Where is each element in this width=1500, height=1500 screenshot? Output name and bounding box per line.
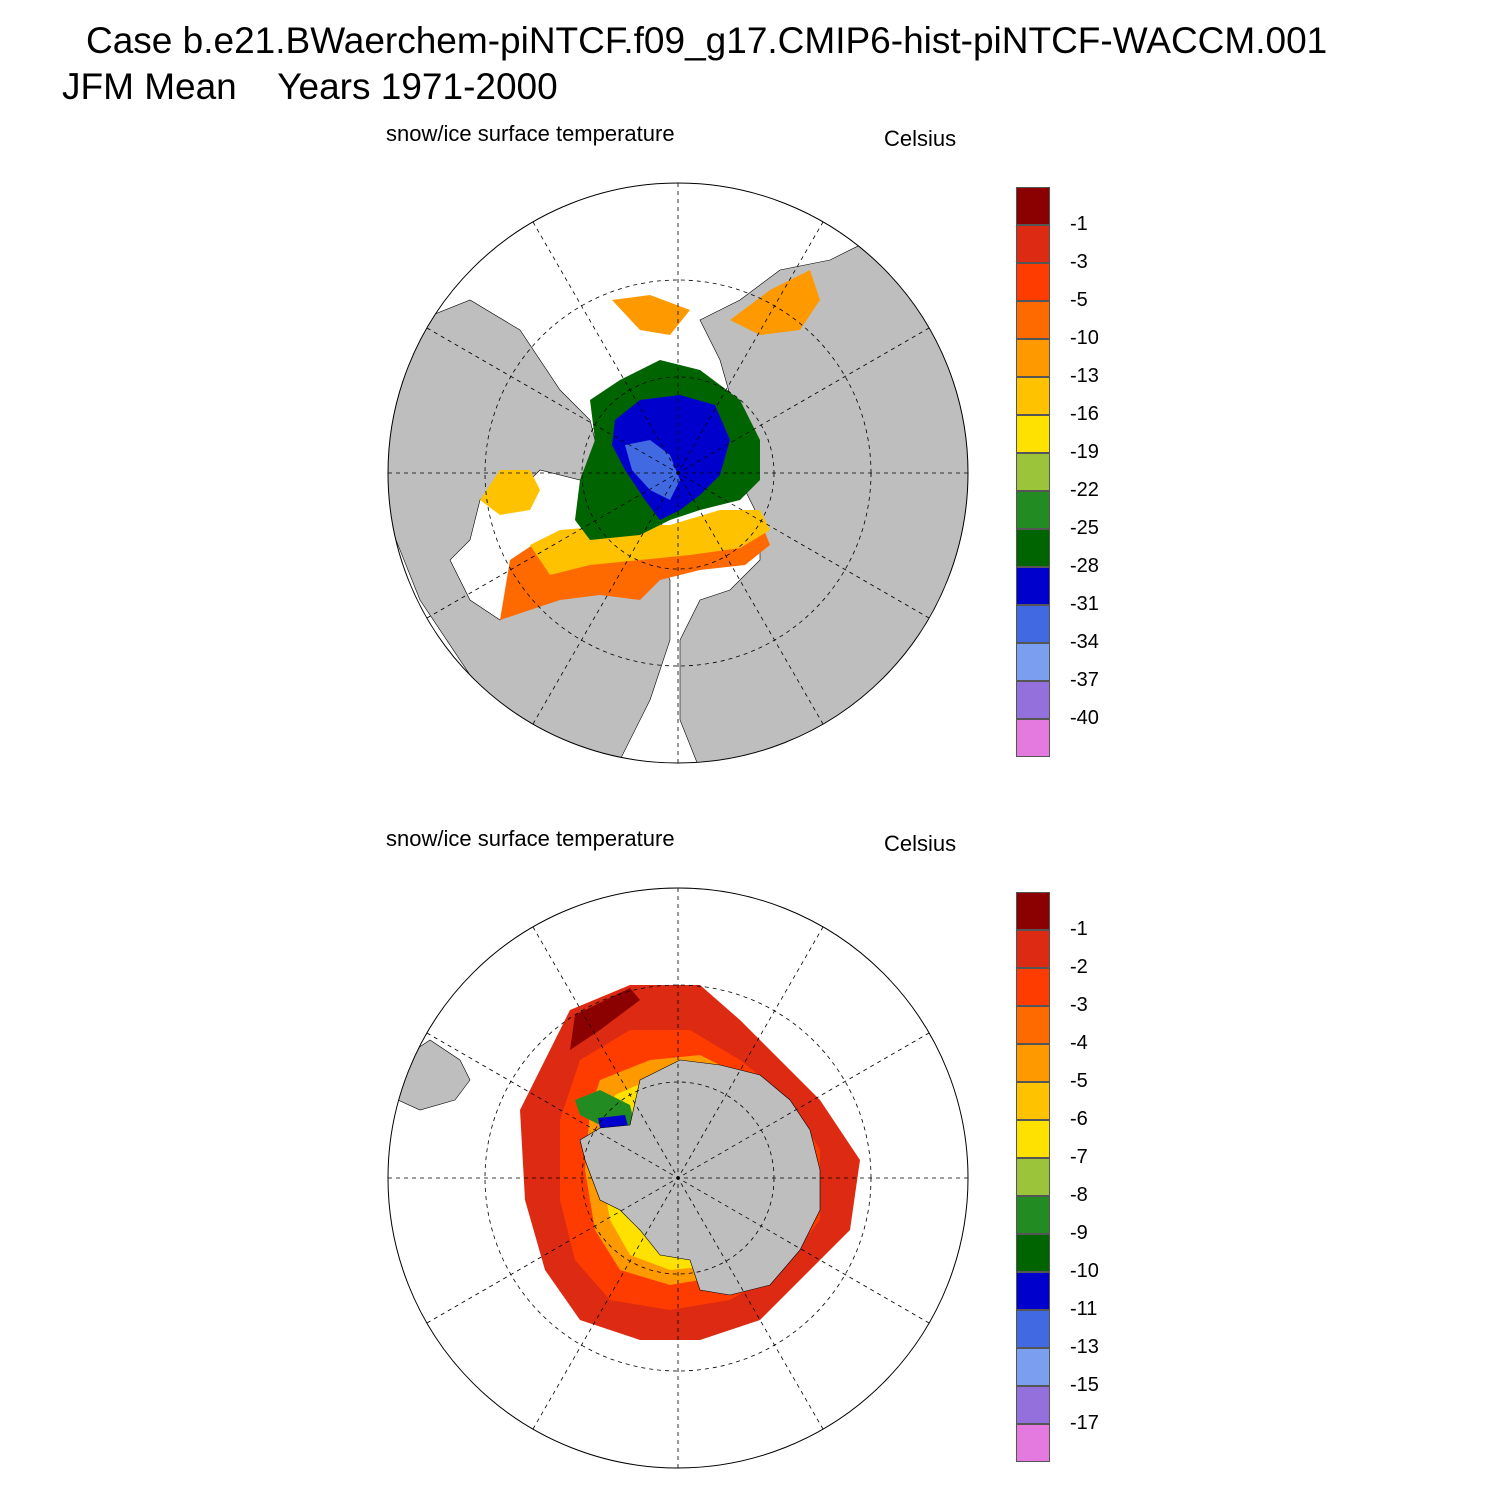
north-colorbar-tick-label: -1 (1070, 213, 1088, 235)
north-colorbar-swatch (1016, 491, 1050, 529)
north-colorbar-swatch (1016, 339, 1050, 377)
north-colorbar-swatch (1016, 377, 1050, 415)
north-land-americas (388, 299, 671, 761)
north-colorbar-swatch (1016, 187, 1050, 225)
north-map-border (387, 182, 969, 764)
south-colorbar-tick-label: -13 (1070, 1336, 1099, 1358)
south-polar-map (387, 887, 969, 1469)
south-colorbar-tick-label: -17 (1070, 1412, 1099, 1434)
north-colorbar-tick-label: -10 (1070, 327, 1099, 349)
north-colorbar-swatch (1016, 453, 1050, 491)
north-colorbar-swatch (1016, 263, 1050, 301)
south-colorbar-swatch (1016, 1082, 1050, 1120)
south-colorbar-swatch (1016, 1044, 1050, 1082)
north-colorbar-tick-label: -37 (1070, 669, 1099, 691)
south-colorbar-tick-label: -5 (1070, 1070, 1088, 1092)
north-panel-label: snow/ice surface temperature (386, 121, 675, 146)
south-graticule (388, 888, 968, 1468)
south-map-border (387, 887, 969, 1469)
season-label: JFM Mean (62, 66, 237, 107)
north-ice-hudson (480, 470, 540, 515)
north-colorbar-swatch (1016, 529, 1050, 567)
north-polar-map (387, 182, 969, 764)
south-colorbar-swatch (1016, 892, 1050, 930)
north-ice-coldest (625, 440, 680, 500)
north-colorbar-tick-label: -13 (1070, 365, 1099, 387)
north-colorbar-swatch (1016, 643, 1050, 681)
north-graticule (388, 183, 968, 763)
south-colorbar-swatch (1016, 1272, 1050, 1310)
south-colorbar-swatch (1016, 1310, 1050, 1348)
north-colorbar-swatch (1016, 415, 1050, 453)
south-colorbar-tick-label: -10 (1070, 1260, 1099, 1282)
south-ice-dark-edge (570, 988, 640, 1050)
north-colorbar-tick-label: -22 (1070, 479, 1099, 501)
north-colorbar-tick-label: -16 (1070, 403, 1099, 425)
south-colorbar-swatch (1016, 1196, 1050, 1234)
south-colorbar-swatch (1016, 1158, 1050, 1196)
north-ice-mid-band (530, 510, 770, 575)
south-colorbar-swatch (1016, 1386, 1050, 1424)
south-colorbar-tick-label: -9 (1070, 1222, 1088, 1244)
south-panel-label: snow/ice surface temperature (386, 826, 675, 851)
north-colorbar-swatch (1016, 681, 1050, 719)
south-colorbar-swatch (1016, 968, 1050, 1006)
north-colorbar-tick-label: -40 (1070, 707, 1099, 729)
south-colorbar-swatch (1016, 930, 1050, 968)
south-colorbar-swatch (1016, 1348, 1050, 1386)
south-colorbar-tick-label: -15 (1070, 1374, 1099, 1396)
north-colorbar-swatch (1016, 225, 1050, 263)
years-label: Years 1971-2000 (277, 66, 558, 107)
north-colorbar-tick-label: -5 (1070, 289, 1088, 311)
south-panel-units: Celsius (884, 831, 957, 856)
south-colorbar-tick-label: -8 (1070, 1184, 1088, 1206)
north-colorbar-swatch (1016, 567, 1050, 605)
north-colorbar-tick-label: -34 (1070, 631, 1099, 653)
north-colorbar-swatch (1016, 719, 1050, 757)
north-colorbar-swatch (1016, 301, 1050, 339)
south-colorbar-tick-label: -1 (1070, 918, 1088, 940)
north-colorbar-tick-label: -3 (1070, 251, 1088, 273)
north-ice-okhotsk (730, 270, 820, 335)
figure-subtitle: JFM Mean Years 1971-2000 (62, 66, 558, 108)
north-land-and-ice (388, 239, 968, 763)
south-colorbar-tick-label: -3 (1070, 994, 1088, 1016)
south-land-south-america (397, 1039, 471, 1111)
south-colorbar-tick-label: -2 (1070, 956, 1088, 978)
south-colorbar-swatch (1016, 1234, 1050, 1272)
south-ice-blue-weddell (598, 1115, 628, 1128)
north-panel-units: Celsius (884, 126, 957, 151)
north-colorbar-tick-label: -31 (1070, 593, 1099, 615)
south-colorbar-swatch (1016, 1120, 1050, 1158)
south-colorbar-tick-label: -4 (1070, 1032, 1088, 1054)
north-colorbar-tick-label: -19 (1070, 441, 1099, 463)
south-colorbar-tick-label: -6 (1070, 1108, 1088, 1130)
north-colorbar-swatch (1016, 605, 1050, 643)
north-colorbar-tick-label: -25 (1070, 517, 1099, 539)
south-colorbar-swatch (1016, 1006, 1050, 1044)
south-colorbar-tick-label: -11 (1070, 1298, 1098, 1320)
north-ice-bering (612, 295, 690, 335)
south-land-antarctica (579, 1059, 821, 1296)
figure-title: Case b.e21.BWaerchem-piNTCF.f09_g17.CMIP… (86, 20, 1328, 61)
south-colorbar-swatch (1016, 1424, 1050, 1462)
north-colorbar-tick-label: -28 (1070, 555, 1099, 577)
south-colorbar-tick-label: -7 (1070, 1146, 1088, 1168)
